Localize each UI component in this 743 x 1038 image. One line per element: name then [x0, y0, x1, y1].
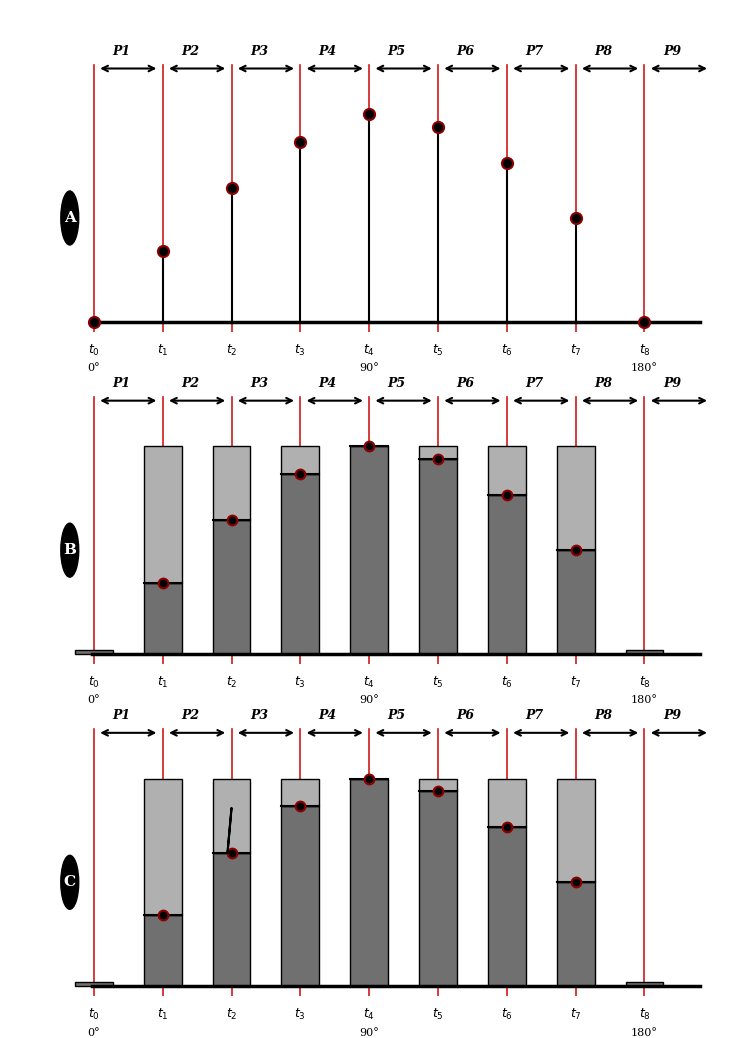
Text: 180°: 180°: [631, 363, 658, 374]
Text: P4: P4: [319, 45, 337, 58]
Text: P2: P2: [181, 377, 199, 390]
Circle shape: [61, 191, 79, 245]
Bar: [75, 650, 113, 654]
Bar: [626, 650, 663, 654]
Bar: [143, 446, 181, 583]
Text: $t_7$: $t_7$: [570, 1007, 582, 1022]
Text: P7: P7: [525, 45, 543, 58]
Text: $t_6$: $t_6$: [501, 1007, 513, 1022]
Bar: [419, 778, 457, 791]
Text: P7: P7: [525, 377, 543, 390]
Text: $t_1$: $t_1$: [157, 343, 169, 358]
Bar: [350, 778, 388, 986]
Text: $t_0$: $t_0$: [88, 1007, 100, 1022]
Text: P4: P4: [319, 377, 337, 390]
Bar: [419, 446, 457, 459]
Text: $t_5$: $t_5$: [432, 343, 444, 358]
Bar: [282, 807, 319, 986]
Bar: [557, 778, 594, 882]
Bar: [488, 495, 526, 654]
Text: $t_1$: $t_1$: [157, 675, 169, 690]
Text: P8: P8: [594, 709, 612, 722]
Text: P2: P2: [181, 45, 199, 58]
Bar: [143, 778, 181, 916]
Bar: [419, 459, 457, 654]
Text: 0°: 0°: [88, 363, 100, 374]
Text: P9: P9: [663, 45, 681, 58]
Bar: [282, 446, 319, 474]
Text: 90°: 90°: [360, 1028, 379, 1038]
Text: $t_6$: $t_6$: [501, 343, 513, 358]
Text: $t_5$: $t_5$: [432, 675, 444, 690]
Bar: [143, 583, 181, 654]
Text: P5: P5: [388, 709, 406, 722]
Text: 0°: 0°: [88, 1028, 100, 1038]
Text: $t_1$: $t_1$: [157, 1007, 169, 1022]
Bar: [557, 446, 594, 550]
Text: P8: P8: [594, 45, 612, 58]
Text: $t_2$: $t_2$: [226, 675, 237, 690]
Text: P1: P1: [112, 45, 131, 58]
Text: P3: P3: [250, 45, 268, 58]
Text: $t_2$: $t_2$: [226, 343, 237, 358]
Text: $t_7$: $t_7$: [570, 675, 582, 690]
Bar: [212, 852, 250, 986]
Text: $t_4$: $t_4$: [363, 343, 375, 358]
Text: $t_3$: $t_3$: [294, 1007, 306, 1022]
Bar: [212, 778, 250, 852]
Text: 90°: 90°: [360, 363, 379, 374]
Circle shape: [61, 855, 79, 909]
Text: P4: P4: [319, 709, 337, 722]
Text: C: C: [64, 875, 76, 890]
Text: $t_7$: $t_7$: [570, 343, 582, 358]
Text: $t_0$: $t_0$: [88, 343, 100, 358]
Text: $t_5$: $t_5$: [432, 1007, 444, 1022]
Text: 0°: 0°: [88, 695, 100, 706]
Text: A: A: [64, 211, 76, 225]
Text: P6: P6: [456, 709, 475, 722]
Text: P5: P5: [388, 377, 406, 390]
Bar: [557, 550, 594, 654]
Bar: [282, 474, 319, 654]
Text: $t_2$: $t_2$: [226, 1007, 237, 1022]
Text: $t_8$: $t_8$: [638, 675, 650, 690]
Text: P3: P3: [250, 709, 268, 722]
Text: $t_4$: $t_4$: [363, 675, 375, 690]
Text: $t_8$: $t_8$: [638, 343, 650, 358]
Text: P6: P6: [456, 45, 475, 58]
Text: P9: P9: [663, 709, 681, 722]
Text: P6: P6: [456, 377, 475, 390]
Text: 180°: 180°: [631, 695, 658, 706]
Text: $t_6$: $t_6$: [501, 675, 513, 690]
Text: $t_3$: $t_3$: [294, 675, 306, 690]
Text: $t_3$: $t_3$: [294, 343, 306, 358]
Text: P9: P9: [663, 377, 681, 390]
Bar: [75, 982, 113, 986]
Text: P1: P1: [112, 709, 131, 722]
Text: 90°: 90°: [360, 695, 379, 706]
Text: P7: P7: [525, 709, 543, 722]
Text: P3: P3: [250, 377, 268, 390]
Bar: [557, 882, 594, 986]
Bar: [488, 778, 526, 827]
Bar: [282, 778, 319, 807]
Bar: [143, 916, 181, 986]
Bar: [212, 520, 250, 654]
Text: $t_4$: $t_4$: [363, 1007, 375, 1022]
Text: P5: P5: [388, 45, 406, 58]
Bar: [626, 982, 663, 986]
Text: B: B: [63, 543, 77, 557]
Text: P2: P2: [181, 709, 199, 722]
Text: P8: P8: [594, 377, 612, 390]
Text: 180°: 180°: [631, 1028, 658, 1038]
Bar: [212, 446, 250, 520]
Circle shape: [61, 523, 79, 577]
Bar: [350, 446, 388, 654]
Bar: [419, 791, 457, 986]
Bar: [488, 446, 526, 495]
Bar: [488, 827, 526, 986]
Text: $t_8$: $t_8$: [638, 1007, 650, 1022]
Text: P1: P1: [112, 377, 131, 390]
Text: $t_0$: $t_0$: [88, 675, 100, 690]
